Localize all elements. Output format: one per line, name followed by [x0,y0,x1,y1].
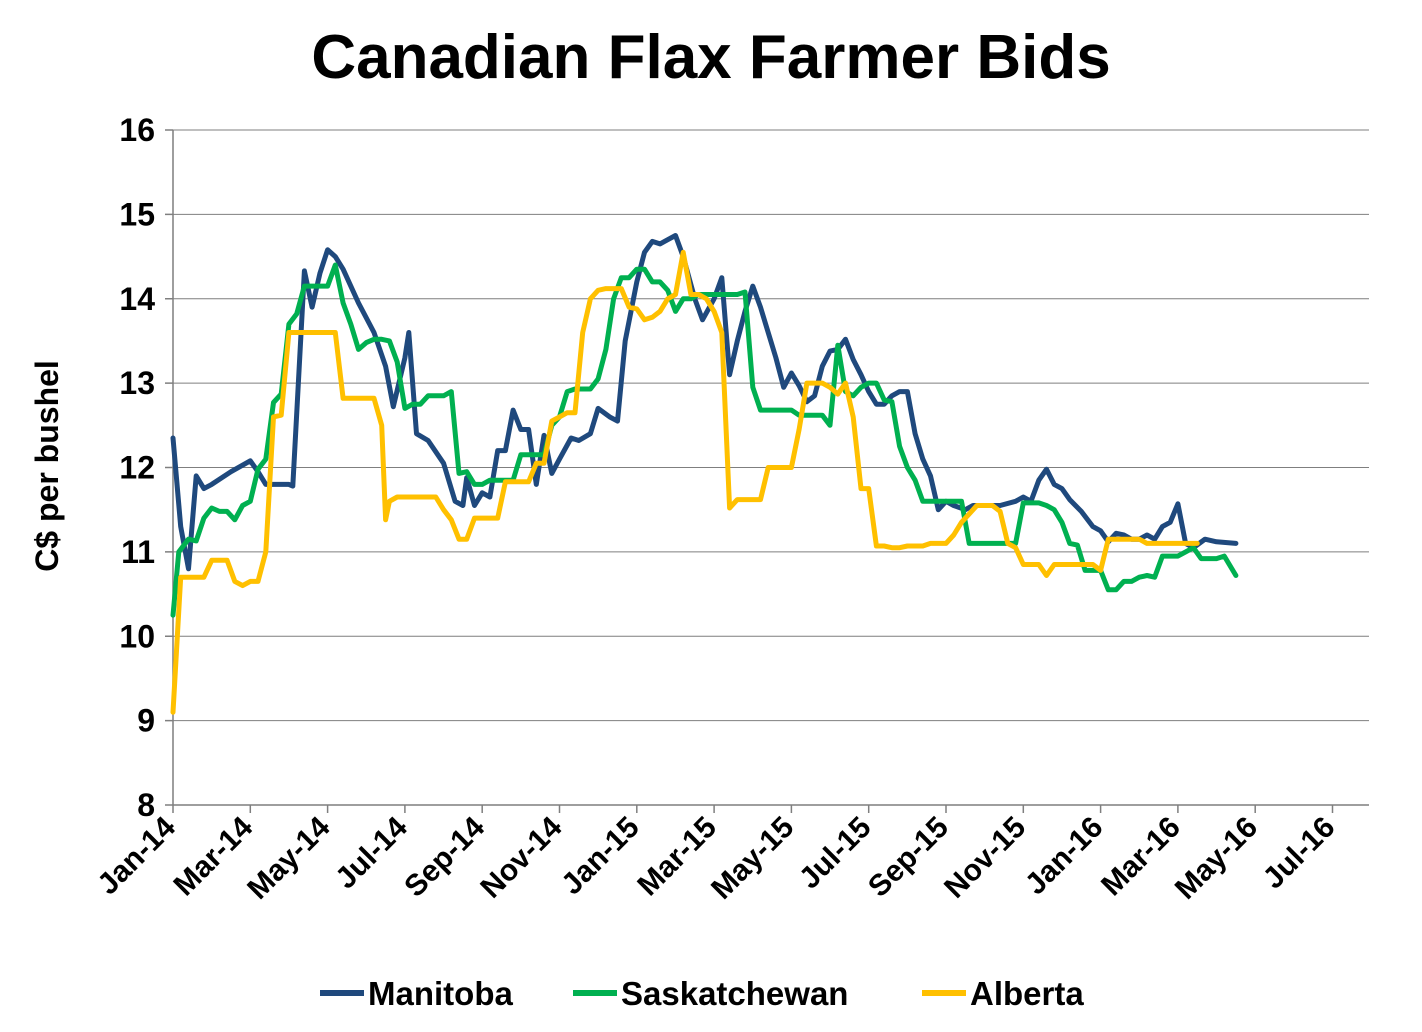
series-lines [170,233,1239,715]
y-tick-label-11: 11 [121,534,155,570]
y-tick-label-9: 9 [137,703,155,739]
x-tick-label-may-16: May-16 [1169,811,1264,906]
x-tick-label-may-15: May-15 [705,811,800,906]
legend-label-manitoba: Manitoba [368,975,513,1012]
x-tick-label-nov-15: Nov-15 [938,811,1032,905]
x-tick-label-mar-16: Mar-16 [1095,811,1187,903]
series-line-alberta [170,249,1200,715]
x-tick-label-sep-15: Sep-15 [862,811,955,904]
x-tick-label-jan-16: Jan-16 [1019,811,1110,902]
x-tick-label-jul-16: Jul-16 [1257,811,1342,896]
x-tick-label-mar-15: Mar-15 [631,811,723,903]
y-tick-label-15: 15 [119,196,155,232]
y-tick-labels: 8 9 10 11 12 13 14 15 16 [119,112,155,823]
x-tick-label-jan-14: Jan-14 [91,810,182,901]
x-tick-label-mar-14: Mar-14 [168,810,260,902]
y-axis-label: C$ per bushel [29,360,65,572]
x-tick-label-jan-15: Jan-15 [555,811,646,902]
y-tick-label-16: 16 [119,112,155,148]
y-tick-label-14: 14 [119,281,155,317]
y-tick-label-13: 13 [119,365,155,401]
legend: Manitoba Saskatchewan Alberta [320,975,1084,1012]
legend-label-alberta: Alberta [970,975,1084,1012]
series-line-manitoba [170,233,1239,572]
y-tick-label-10: 10 [119,618,155,654]
legend-label-saskatchewan: Saskatchewan [621,975,848,1012]
y-tick-label-12: 12 [119,450,155,486]
x-tick-label-sep-14: Sep-14 [398,810,491,903]
x-tick-label-may-14: May-14 [241,810,336,905]
x-tick-labels: Jan-14Mar-14May-14Jul-14Sep-14Nov-14Jan-… [91,810,1341,905]
chart-title: Canadian Flax Farmer Bids [311,23,1110,92]
x-tick-label-nov-14: Nov-14 [474,810,568,904]
y-tick-label-8: 8 [137,787,155,823]
